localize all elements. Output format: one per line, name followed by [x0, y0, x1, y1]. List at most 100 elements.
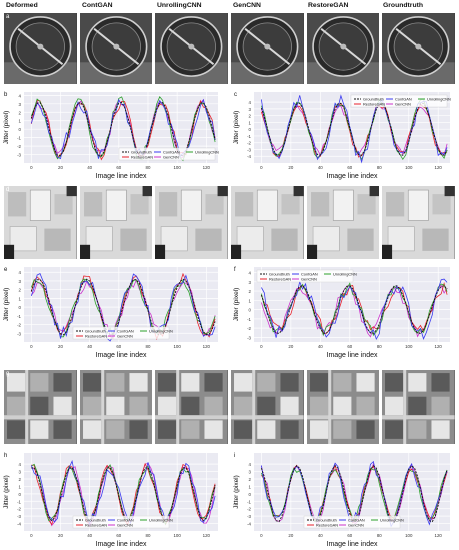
x-tick-label: 60 [347, 165, 352, 170]
panel-letter-c: c [234, 92, 237, 98]
y-tick-label: 0 [19, 492, 22, 497]
x-tick-label: 120 [203, 344, 211, 349]
x-tick-label: 100 [405, 344, 413, 349]
x-tick-label: 20 [288, 533, 293, 538]
y-axis-label: Jitter (pixel) [3, 111, 10, 145]
y-tick-label: 4 [249, 100, 252, 105]
image-row-g [4, 370, 456, 444]
y-axis-label: Jitter (pixel) [3, 475, 10, 509]
series-line-contgan [30, 459, 216, 525]
y-tick-label: 3 [249, 470, 252, 475]
legend-entry-groundtruth: Groundtruth [363, 97, 384, 102]
legend-entry-unrollingcnn: UnrollingCNN [380, 518, 404, 523]
x-tick-label: 40 [87, 533, 92, 538]
x-axis-label: Image line index [327, 352, 378, 359]
y-tick-label: -2 [247, 326, 251, 331]
y-tick-label: -4 [247, 154, 251, 159]
legend-entry-gencnn: GenCNN [117, 523, 133, 528]
legend-entry-groundtruth: Groundtruth [269, 272, 290, 277]
image-row-a [4, 13, 456, 84]
x-tick-label: 80 [146, 344, 151, 349]
y-tick-label: 1 [19, 296, 22, 301]
x-tick-label: 20 [288, 344, 293, 349]
series-line-groundtruth [30, 278, 216, 336]
row-a-tile-4 [231, 13, 304, 84]
legend-entry-groundtruth: Groundtruth [85, 518, 106, 523]
legend-entry-unrollingcnn: UnrollingCNN [149, 329, 173, 334]
panel-letter-g: g [6, 371, 10, 377]
legend-entry-contgan: ContGAN [163, 150, 180, 155]
y-tick-label: 3 [19, 470, 22, 475]
x-tick-label: 120 [435, 344, 443, 349]
y-tick-label: -3 [17, 514, 21, 519]
y-tick-label: 2 [19, 477, 22, 482]
y-tick-label: -1 [17, 136, 21, 141]
x-tick-label: 0 [30, 165, 33, 170]
x-tick-label: 60 [347, 344, 352, 349]
x-tick-label: 80 [146, 533, 151, 538]
y-tick-label: -3 [247, 335, 251, 340]
y-tick-label: -1 [17, 499, 21, 504]
y-axis-label: Jitter (pixel) [233, 111, 240, 145]
x-tick-label: 100 [173, 165, 181, 170]
series-line-groundtruth [31, 467, 216, 522]
y-tick-label: -4 [247, 522, 251, 527]
x-tick-label: 0 [260, 344, 263, 349]
y-tick-label: 2 [249, 289, 252, 294]
legend-entry-unrollingcnn: UnrollingCNN [427, 97, 451, 102]
y-tick-label: 4 [249, 462, 252, 467]
y-tick-label: -3 [17, 153, 21, 158]
x-tick-label: 20 [58, 533, 63, 538]
row-d-tile-3 [155, 186, 229, 259]
column-title-deformed: Deformed [6, 2, 38, 9]
legend-entry-unrollingcnn: UnrollingCNN [195, 150, 219, 155]
y-tick-label: -3 [17, 331, 21, 336]
y-axis-label: Jitter (pixel) [233, 288, 240, 322]
row-a-tile-3 [155, 13, 229, 84]
column-title-contgan: ContGAN [82, 2, 113, 9]
y-tick-label: 4 [19, 93, 22, 98]
x-tick-label: 40 [87, 344, 92, 349]
series-line-groundtruth [260, 285, 448, 334]
y-tick-label: -3 [247, 514, 251, 519]
legend-entry-restoregan: RestoreGAN [85, 334, 107, 339]
row-g-tile-5 [306, 370, 380, 444]
x-tick-label: 0 [30, 533, 33, 538]
legend-entry-restoregan: RestoreGAN [131, 155, 153, 160]
legend-entry-contgan: ContGAN [117, 329, 134, 334]
row-d-tile-1 [4, 186, 77, 259]
y-tick-label: 3 [249, 280, 252, 285]
panel-letter-d: d [6, 187, 10, 193]
x-tick-label: 120 [435, 533, 443, 538]
x-tick-label: 120 [203, 533, 211, 538]
legend-entry-contgan: ContGAN [395, 97, 412, 102]
row-d-tile-6 [382, 186, 456, 259]
x-tick-label: 40 [87, 165, 92, 170]
x-tick-label: 100 [173, 533, 181, 538]
column-title-gencnn: GenCNN [233, 2, 261, 9]
y-tick-label: 0 [249, 308, 252, 313]
y-tick-label: 4 [19, 270, 22, 275]
row-d-tile-5 [306, 186, 380, 259]
legend-entry-gencnn: GenCNN [163, 155, 179, 160]
legend-entry-groundtruth: Groundtruth [316, 518, 337, 523]
y-tick-label: -2 [17, 507, 21, 512]
x-tick-label: 60 [347, 533, 352, 538]
legend-entry-unrollingcnn: UnrollingCNN [149, 518, 173, 523]
x-tick-label: 100 [405, 165, 413, 170]
x-axis-label: Image line index [327, 173, 378, 180]
row-a-tile-1 [4, 13, 77, 84]
legend-entry-restoregan: RestoreGAN [316, 523, 338, 528]
column-title-groundtruth: Groundtruth [383, 2, 424, 9]
y-tick-label: 1 [19, 484, 22, 489]
x-tick-label: 80 [377, 344, 382, 349]
y-tick-label: 1 [249, 484, 252, 489]
